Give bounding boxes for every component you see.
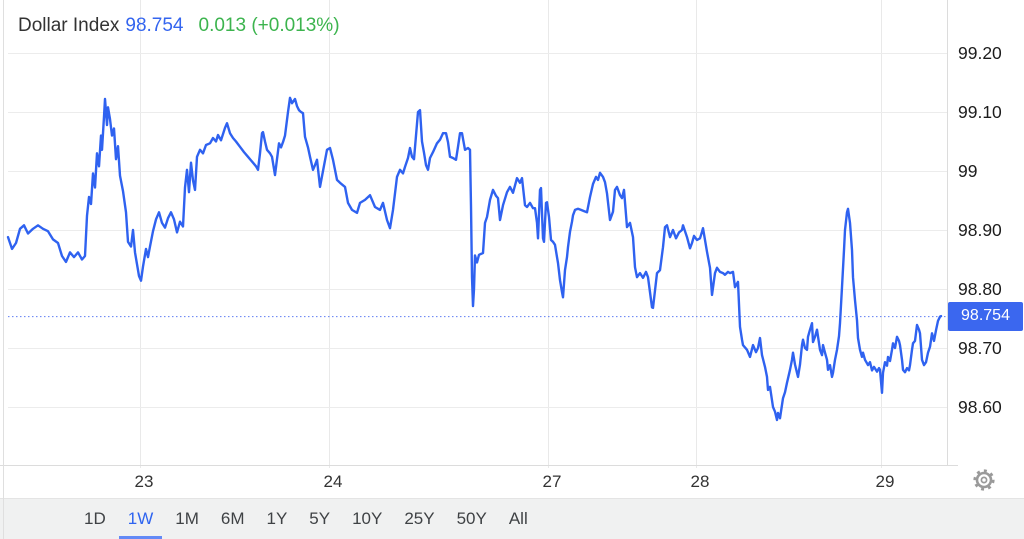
x-axis-tick-label: 29 [876,472,895,491]
price-change-value: 0.013 (+0.013%) [198,15,340,36]
tab-50y[interactable]: 50Y [456,509,487,528]
time-range-tabbar: 1D 1W 1M 6M 1Y 5Y 10Y 25Y 50Y All [0,498,1024,539]
tab-1d[interactable]: 1D [84,509,106,528]
tab-1m[interactable]: 1M [175,509,199,528]
price-axis-label: 98.754 [948,301,1023,331]
tab-10y[interactable]: 10Y [352,509,383,528]
price-line-series [6,96,943,422]
y-axis-tick-label: 98.60 [958,397,1002,417]
y-axis-tick-label: 99.20 [958,43,1002,63]
tab-1y[interactable]: 1Y [266,509,288,528]
y-axis-tick-label: 98.90 [958,220,1002,240]
tab-1w[interactable]: 1W [118,499,163,539]
widget-left-border [3,0,4,539]
x-axis-tick-label: 27 [543,472,562,491]
tab-5y[interactable]: 5Y [309,509,331,528]
settings-button[interactable] [968,465,1000,495]
x-axis-tick-label: 28 [691,472,710,491]
instrument-title: Dollar Index [18,15,120,36]
y-axis-tick-label: 98.70 [958,338,1002,358]
tab-all[interactable]: All [508,509,528,528]
x-axis-tick-label: 23 [135,472,154,491]
y-axis-tick-label: 99 [958,161,977,181]
last-price-value: 98.754 [125,15,184,36]
gear-icon [973,469,995,491]
tab-25y[interactable]: 25Y [404,509,435,528]
x-axis-tick-label: 24 [324,472,343,491]
y-axis-tick-label: 98.80 [958,279,1002,299]
chart-header: Dollar Index 98.754 0.013 (+0.013%) [18,15,340,37]
tab-6m[interactable]: 6M [220,509,245,528]
y-axis-tick-label: 99.10 [958,102,1002,122]
